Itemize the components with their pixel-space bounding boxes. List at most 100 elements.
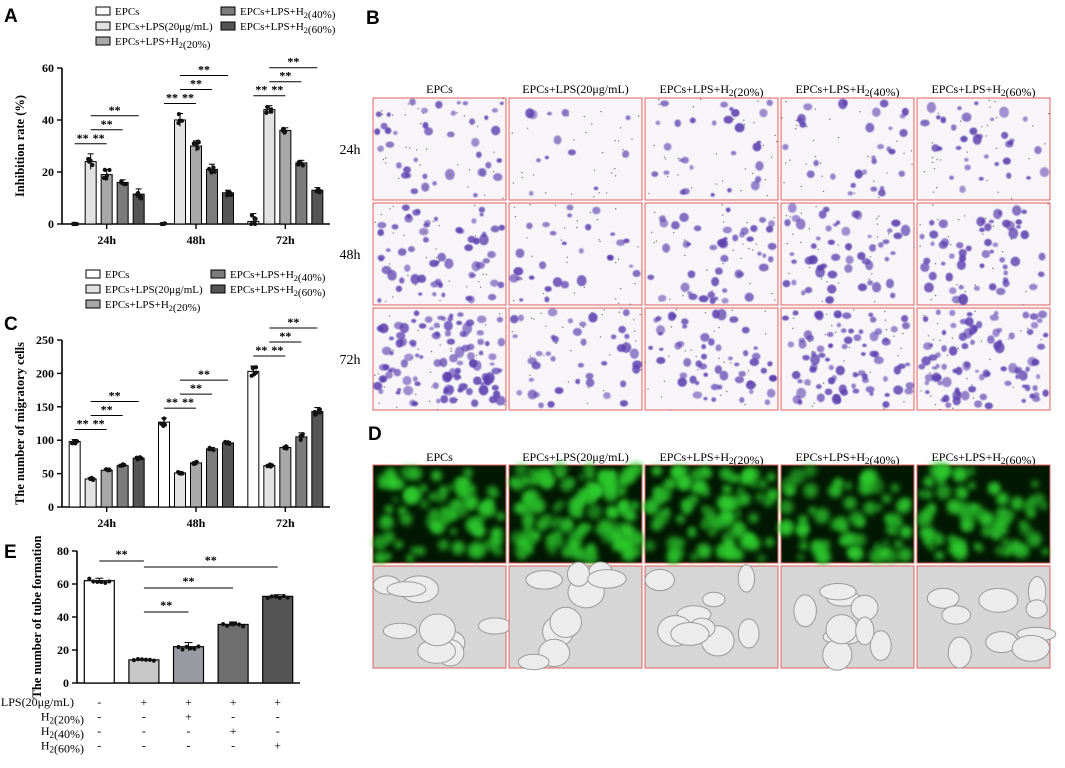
membrane-pore	[801, 293, 804, 296]
stained-cell	[632, 269, 641, 278]
data-point	[281, 593, 286, 599]
membrane-pore	[930, 395, 932, 397]
stained-cell	[885, 278, 894, 289]
column-header: EPCs+LPS(20μg/mL)	[522, 82, 629, 96]
membrane-pore	[792, 233, 794, 235]
tube-lumen	[822, 639, 853, 671]
stained-cell	[711, 397, 717, 402]
fluorescent-network	[688, 526, 695, 534]
fluorescent-network	[492, 491, 499, 498]
membrane-pore	[1028, 158, 1030, 160]
y-tick-label: 250	[36, 333, 54, 347]
stained-cell	[542, 221, 550, 228]
stained-cell	[827, 377, 836, 385]
membrane-pore	[570, 349, 572, 352]
membrane-pore	[617, 258, 620, 260]
data-point	[88, 158, 93, 163]
column-header: EPCs+LPS+H2(40%)	[795, 82, 899, 99]
stained-cell	[858, 329, 864, 335]
stained-cell	[1011, 205, 1022, 216]
fluorescent-network	[400, 465, 415, 480]
legend-swatch	[220, 6, 236, 16]
membrane-pore	[966, 377, 968, 380]
stained-cell	[670, 313, 677, 319]
membrane-pore	[542, 292, 545, 295]
stained-cell	[999, 106, 1009, 118]
tube-lumen	[644, 568, 675, 592]
fluorescent-network	[524, 545, 534, 556]
condition-sign: +	[230, 724, 237, 738]
data-point	[99, 579, 104, 585]
fluorescent-network	[552, 461, 568, 477]
membrane-pore	[732, 249, 734, 251]
membrane-pore	[753, 122, 755, 124]
bar	[263, 109, 276, 225]
significance-marker: **	[279, 329, 291, 343]
stained-cell	[993, 310, 999, 316]
fluorescent-network	[544, 539, 554, 549]
stained-cell	[448, 313, 454, 318]
stained-cell	[443, 372, 453, 382]
stained-cell	[962, 360, 971, 371]
stained-cell	[378, 323, 389, 334]
fluorescent-network	[1007, 539, 1023, 555]
stained-cell	[1001, 131, 1009, 139]
membrane-pore	[744, 403, 746, 406]
stained-cell	[1038, 252, 1046, 261]
stained-cell	[920, 262, 930, 272]
fluorescent-network	[973, 542, 981, 550]
fluorescent-network	[1031, 480, 1039, 488]
stained-cell	[848, 328, 855, 334]
stained-cell	[535, 350, 543, 357]
membrane-pore	[653, 144, 655, 147]
stained-cell	[720, 101, 728, 108]
membrane-pore	[484, 194, 486, 196]
fluorescent-network	[926, 502, 937, 513]
stained-cell	[566, 204, 574, 211]
fluorescent-network	[553, 530, 561, 538]
stained-cell	[567, 213, 573, 218]
fluorescent-network	[521, 475, 531, 486]
stained-cell	[869, 391, 874, 396]
data-point	[298, 437, 303, 442]
membrane-pore	[826, 313, 828, 315]
stained-cell	[655, 325, 666, 335]
membrane-pore	[614, 175, 617, 177]
membrane-pore	[873, 180, 875, 182]
fluorescent-network	[485, 498, 494, 507]
stained-cell	[400, 359, 409, 368]
membrane-pore	[478, 281, 480, 283]
stained-cell	[1032, 385, 1038, 392]
stained-cell	[959, 185, 966, 194]
stained-cell	[890, 251, 896, 256]
stained-cell	[491, 384, 499, 391]
membrane-pore	[813, 139, 815, 142]
fluorescent-network	[803, 483, 818, 498]
stained-cell	[385, 371, 393, 379]
membrane-pore	[822, 190, 825, 193]
stained-cell	[701, 353, 708, 360]
stained-cell	[378, 363, 389, 371]
stained-cell	[1002, 277, 1009, 282]
stained-cell	[984, 402, 993, 410]
row-label: 72h	[340, 353, 361, 368]
tube-lumen	[737, 618, 760, 649]
fluorescent-network	[479, 503, 493, 518]
significance-marker: **	[198, 367, 210, 381]
stained-cell	[888, 148, 896, 155]
membrane-pore	[722, 263, 724, 265]
tube-lumen	[386, 581, 427, 598]
membrane-pore	[431, 386, 433, 388]
tube-lumen	[926, 587, 960, 609]
membrane-pore	[531, 255, 533, 257]
y-tick-label: 0	[48, 217, 54, 231]
stained-cell	[422, 173, 428, 180]
tube-lumen	[825, 614, 858, 645]
membrane-pore	[974, 310, 976, 313]
membrane-pore	[669, 298, 671, 301]
stained-cell	[1022, 116, 1028, 122]
stained-cell	[1021, 398, 1027, 403]
membrane-pore	[1010, 332, 1013, 335]
data-point	[103, 580, 108, 586]
membrane-pore	[740, 257, 742, 260]
